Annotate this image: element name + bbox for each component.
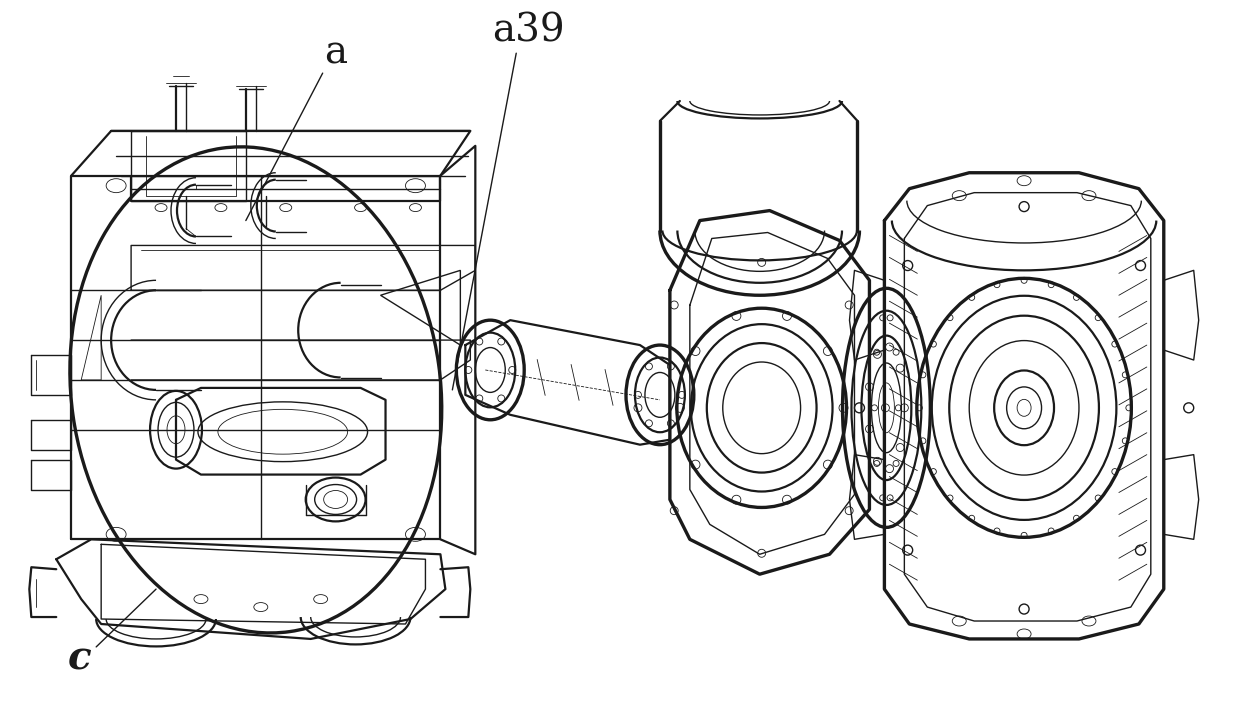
Text: a: a xyxy=(324,35,347,72)
Text: a39: a39 xyxy=(492,13,564,49)
Text: c: c xyxy=(67,640,91,678)
